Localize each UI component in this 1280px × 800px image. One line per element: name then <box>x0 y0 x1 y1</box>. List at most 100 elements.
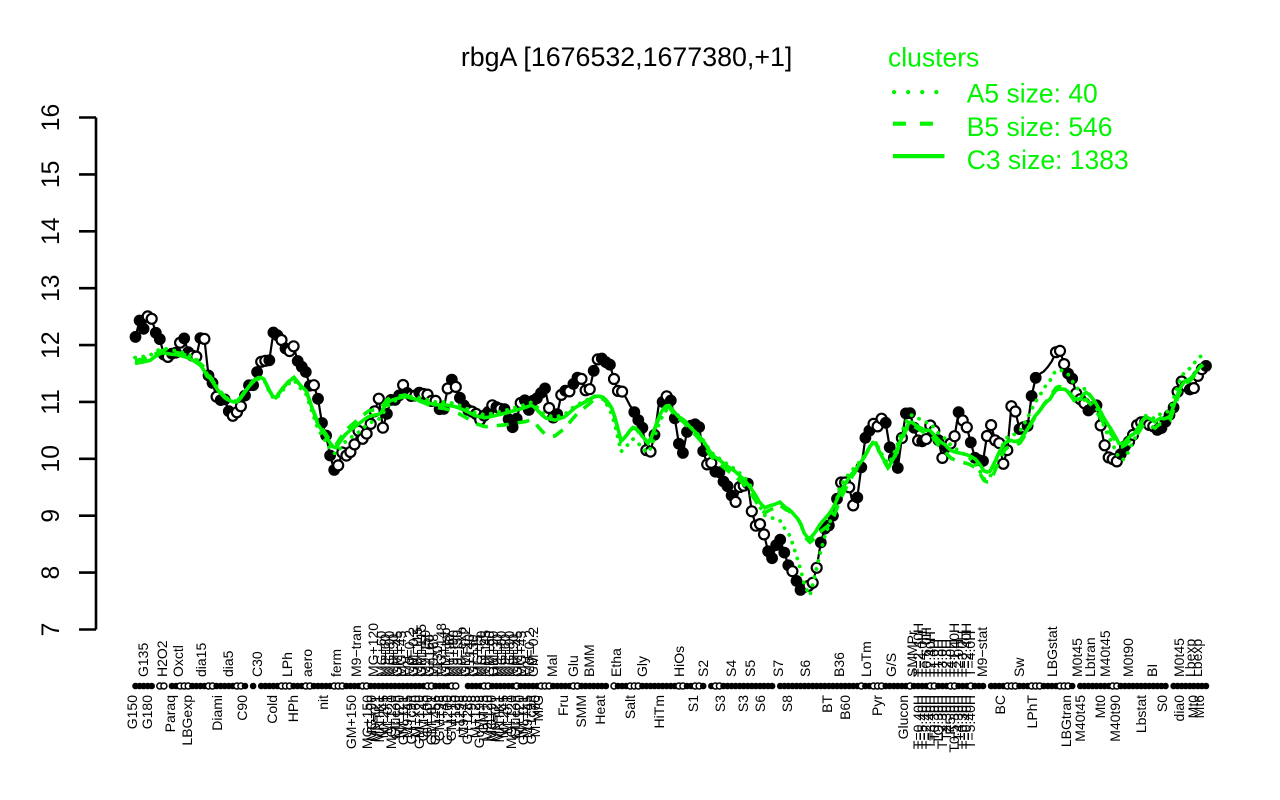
svg-text:S8: S8 <box>779 695 795 712</box>
svg-text:G150: G150 <box>124 695 140 729</box>
svg-text:Glucon: Glucon <box>895 695 911 739</box>
svg-text:GM+45: GM+45 <box>415 695 431 742</box>
svg-text:+1298: +1298 <box>451 695 467 735</box>
svg-text:15: 15 <box>38 161 65 188</box>
svg-text:T=2.40H: T=2.40H <box>918 695 934 749</box>
svg-text:LPh: LPh <box>279 652 295 677</box>
svg-text:T2.8H: T2.8H <box>938 639 954 677</box>
svg-text:M+128: M+128 <box>467 695 483 738</box>
svg-text:16: 16 <box>38 104 65 131</box>
svg-text:+130: +130 <box>429 645 445 677</box>
svg-text:G+160: G+160 <box>421 634 437 677</box>
svg-text:Fru: Fru <box>517 656 533 677</box>
svg-text:M9t120: M9t120 <box>479 695 495 742</box>
svg-text:M9+90: M9+90 <box>385 634 401 677</box>
svg-text:Lbstat: Lbstat <box>1133 695 1149 733</box>
svg-text:Mt6: Mt6 <box>1191 695 1207 719</box>
svg-text:GM+120: GM+120 <box>411 695 427 749</box>
svg-text:Glucon: Glucon <box>387 695 403 739</box>
svg-text:Etha: Etha <box>608 648 624 677</box>
svg-text:T=2.40H: T=2.40H <box>910 623 926 677</box>
svg-text:C3 size: 1383: C3 size: 1383 <box>967 145 1129 175</box>
svg-text:M9+90: M9+90 <box>505 634 521 677</box>
svg-text:B60: B60 <box>837 695 853 720</box>
svg-text:LPhT: LPhT <box>1024 695 1040 729</box>
svg-text:GM−0.2: GM−0.2 <box>405 627 421 677</box>
svg-text:M0t45: M0t45 <box>1171 638 1187 677</box>
svg-text:MG+120: MG+120 <box>365 623 381 677</box>
svg-text:nit: nit <box>315 695 331 710</box>
svg-text:T1.0H: T1.0H <box>926 639 942 677</box>
svg-text:Glucon: Glucon <box>507 695 523 739</box>
svg-text:B36: B36 <box>831 652 847 677</box>
svg-text:BI: BI <box>1144 664 1160 677</box>
svg-text:T2.0H: T2.0H <box>950 639 966 677</box>
svg-text:12: 12 <box>38 331 65 358</box>
svg-text:7: 7 <box>38 623 65 637</box>
svg-text:dia5: dia5 <box>220 650 236 677</box>
svg-text:B5 size: 546: B5 size: 546 <box>967 112 1113 142</box>
svg-text:LBGtran: LBGtran <box>1058 695 1074 747</box>
svg-text:M40t90: M40t90 <box>1107 695 1123 742</box>
svg-text:MG+t5: MG+t5 <box>469 634 485 677</box>
svg-text:M9+t50: M9+t50 <box>417 630 433 677</box>
svg-text:M+120: M+120 <box>511 695 527 738</box>
svg-text:+98: +98 <box>463 695 479 719</box>
svg-text:S2: S2 <box>695 660 711 677</box>
svg-text:G180: G180 <box>139 695 155 729</box>
svg-text:10: 10 <box>38 445 65 472</box>
svg-text:G+100: G+100 <box>419 695 435 738</box>
svg-text:clusters: clusters <box>888 42 979 72</box>
svg-text:M−x60: M−x60 <box>407 695 423 738</box>
svg-text:GM+115: GM+115 <box>413 624 429 677</box>
svg-text:T=4.0H: T=4.0H <box>962 631 978 677</box>
svg-text:SMMPr: SMMPr <box>904 630 920 677</box>
svg-text:Salt: Salt <box>622 695 638 719</box>
svg-text:Glu: Glu <box>565 655 581 677</box>
svg-text:S1: S1 <box>685 695 701 712</box>
svg-text:9: 9 <box>38 509 65 523</box>
svg-text:dia15: dia15 <box>193 643 209 677</box>
svg-text:MNTK1: MNTK1 <box>371 695 387 743</box>
svg-text:GM−0.2: GM−0.2 <box>525 627 541 677</box>
svg-text:M9+t90: M9+t90 <box>445 630 461 677</box>
svg-text:GM+60: GM+60 <box>481 630 497 677</box>
svg-text:M+190: M+190 <box>441 634 457 677</box>
svg-text:HPh: HPh <box>285 695 301 722</box>
svg-text:M9+30: M9+30 <box>489 634 505 677</box>
svg-text:MG+45: MG+45 <box>393 630 409 677</box>
svg-text:TQ.30H: TQ.30H <box>930 695 946 744</box>
svg-text:M+245: M+245 <box>495 695 511 738</box>
svg-text:T0.30H: T0.30H <box>926 695 942 741</box>
svg-text:aero: aero <box>299 649 315 677</box>
svg-text:Lbexp: Lbexp <box>1189 639 1205 677</box>
svg-text:MG+90: MG+90 <box>363 695 379 742</box>
svg-text:MG+90: MG+90 <box>501 630 517 677</box>
svg-text:14: 14 <box>38 218 65 245</box>
svg-text:M9−t50: M9−t50 <box>449 630 465 677</box>
svg-text:T=0.40H: T=0.40H <box>958 695 974 749</box>
svg-text:C90: C90 <box>234 695 250 721</box>
svg-text:Diami: Diami <box>209 695 225 731</box>
svg-text:M−0.1: M−0.1 <box>379 695 395 735</box>
svg-text:GM−0.1: GM−0.1 <box>395 695 411 745</box>
svg-text:M9+60: M9+60 <box>377 634 393 677</box>
svg-text:M−0.1: M−0.1 <box>499 695 515 735</box>
svg-text:S5: S5 <box>742 660 758 677</box>
svg-text:C30: C30 <box>249 651 265 677</box>
svg-text:MG−60: MG−60 <box>473 630 489 677</box>
svg-text:MNTK1: MNTK1 <box>491 695 507 743</box>
svg-text:13: 13 <box>38 274 65 301</box>
svg-text:M+245: M+245 <box>375 695 391 738</box>
svg-text:M9=0.1: M9=0.1 <box>367 695 383 742</box>
svg-text:SMM: SMM <box>573 695 589 728</box>
svg-text:G+12c8: G+12c8 <box>459 695 475 745</box>
svg-text:Cold: Cold <box>264 695 280 724</box>
svg-text:M9−exp: M9−exp <box>453 627 469 677</box>
svg-text:H2O2: H2O2 <box>154 640 170 677</box>
svg-text:LBGexp: LBGexp <box>179 695 195 746</box>
svg-text:+120: +120 <box>447 695 463 727</box>
svg-text:S3: S3 <box>735 695 751 712</box>
svg-text:Fru: Fru <box>397 656 413 677</box>
svg-text:M+120: M+120 <box>391 695 407 738</box>
